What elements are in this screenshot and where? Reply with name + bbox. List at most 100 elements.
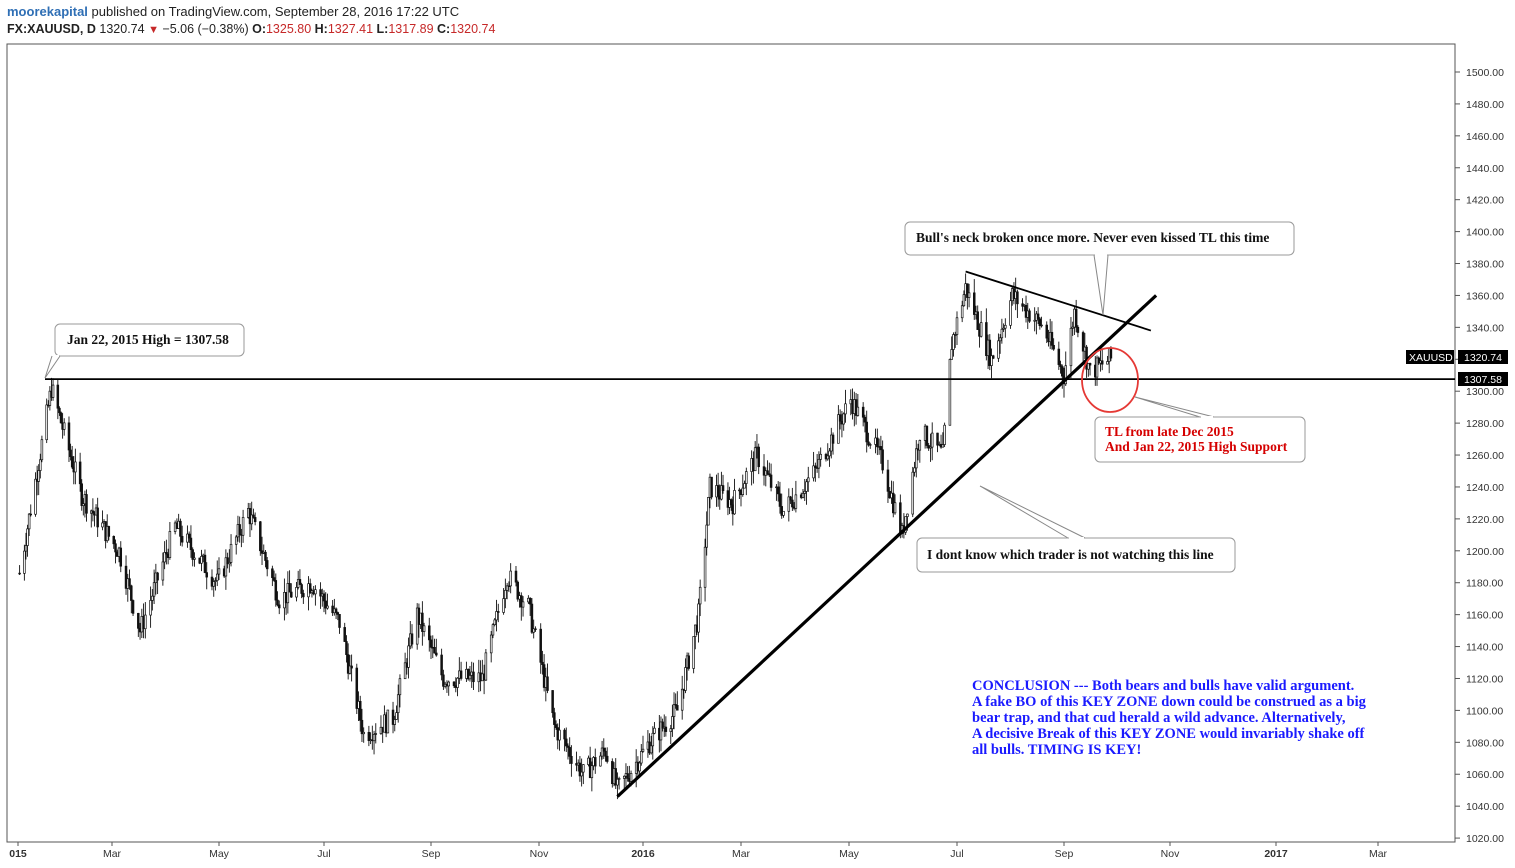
candle bbox=[224, 549, 228, 590]
candle bbox=[326, 593, 329, 610]
candle bbox=[343, 622, 346, 642]
callout-bulls-neck[interactable]: Bull's neck broken once more. Never even… bbox=[904, 221, 1295, 316]
candle bbox=[653, 722, 656, 735]
candle bbox=[34, 472, 37, 517]
price-axis[interactable]: 1020.00 1040.00 1060.00 1080.00 1100.00 1120.… bbox=[1455, 67, 1504, 845]
candle bbox=[997, 333, 1000, 363]
candle bbox=[374, 723, 378, 744]
candle bbox=[720, 471, 723, 501]
candle bbox=[805, 478, 808, 505]
candle bbox=[314, 585, 317, 606]
candle bbox=[67, 416, 71, 463]
candle bbox=[757, 443, 760, 475]
candle bbox=[234, 535, 238, 555]
callout-tl-support[interactable]: TL from late Dec 2015 And Jan 22, 2015 H… bbox=[1094, 396, 1306, 463]
candle bbox=[396, 684, 400, 723]
candle bbox=[40, 435, 44, 463]
candle bbox=[308, 578, 312, 594]
symbol-tag-text: XAUUSD bbox=[1409, 352, 1453, 364]
candle bbox=[710, 476, 713, 500]
jan-high-text: Jan 22, 2015 High = 1307.58 bbox=[67, 332, 229, 347]
candle bbox=[967, 283, 971, 308]
candle bbox=[393, 715, 397, 732]
candle bbox=[1050, 321, 1054, 350]
candle bbox=[680, 675, 684, 720]
conclusion-line-4: A decisive Break of this KEY ZONE would … bbox=[972, 726, 1365, 742]
candle bbox=[826, 443, 830, 461]
candle bbox=[514, 566, 518, 587]
candle bbox=[252, 508, 255, 519]
candle bbox=[929, 433, 932, 462]
candle bbox=[930, 422, 934, 461]
candle bbox=[617, 776, 621, 790]
candle bbox=[1100, 349, 1104, 371]
candle bbox=[600, 740, 604, 760]
price-tick-label: 1260.00 bbox=[1466, 450, 1504, 462]
time-axis[interactable]: 015 Mar May Jul Sep Nov 2016 Mar May Jul Sep Nov 201… bbox=[9, 842, 1388, 860]
candle bbox=[161, 552, 165, 586]
candle bbox=[355, 663, 359, 715]
candle bbox=[528, 597, 532, 616]
candle bbox=[812, 451, 815, 482]
candle bbox=[334, 607, 338, 620]
candle bbox=[803, 479, 806, 502]
candle bbox=[807, 466, 810, 492]
candle bbox=[226, 552, 229, 569]
downtrend-line[interactable] bbox=[965, 270, 1152, 332]
publish-header: moorekapital published on TradingView.co… bbox=[7, 3, 459, 20]
candle bbox=[345, 635, 348, 663]
candle bbox=[692, 636, 695, 674]
time-tick-label: Nov bbox=[1161, 848, 1180, 860]
candle bbox=[27, 512, 31, 537]
callout-trader-watch[interactable]: I dont know which trader is not watching… bbox=[916, 485, 1236, 573]
candle bbox=[698, 579, 702, 617]
candle bbox=[163, 541, 166, 570]
candle bbox=[979, 310, 983, 338]
candle bbox=[703, 538, 707, 602]
candle bbox=[433, 638, 436, 654]
candle bbox=[302, 589, 305, 604]
candle bbox=[580, 758, 583, 787]
candle bbox=[554, 720, 558, 730]
candle bbox=[778, 481, 782, 514]
candle bbox=[217, 557, 221, 580]
candle bbox=[602, 738, 606, 759]
uptrend-line[interactable] bbox=[616, 294, 1158, 798]
last-price: 1320.74 bbox=[99, 22, 145, 36]
candle bbox=[904, 516, 907, 535]
candle bbox=[566, 743, 570, 760]
price-tick-label: 1300.00 bbox=[1466, 386, 1504, 398]
candle bbox=[707, 496, 710, 526]
candle bbox=[1076, 325, 1080, 338]
candle bbox=[395, 705, 398, 720]
candle bbox=[45, 398, 48, 444]
candle bbox=[837, 405, 840, 444]
candle bbox=[259, 520, 262, 556]
price-tick-label: 1340.00 bbox=[1466, 322, 1504, 334]
time-tick-label: Sep bbox=[1055, 848, 1074, 860]
candle bbox=[415, 603, 419, 650]
candle bbox=[925, 425, 929, 449]
candle bbox=[684, 658, 687, 694]
candle bbox=[814, 462, 817, 482]
publisher-link[interactable]: moorekapital bbox=[7, 4, 88, 19]
candle bbox=[844, 389, 847, 423]
candle bbox=[915, 440, 918, 478]
candle bbox=[428, 617, 431, 652]
price-tick-label: 1480.00 bbox=[1466, 99, 1504, 111]
callout-jan-high[interactable]: Jan 22, 2015 High = 1307.58 bbox=[44, 323, 245, 379]
candle bbox=[950, 336, 953, 360]
time-tick-label: 2016 bbox=[631, 848, 655, 860]
candle bbox=[1004, 318, 1007, 338]
candle bbox=[459, 661, 463, 681]
candle bbox=[1000, 318, 1004, 344]
time-tick-label: May bbox=[209, 848, 230, 860]
candle bbox=[250, 501, 253, 531]
candle bbox=[96, 497, 99, 537]
candle bbox=[26, 524, 29, 557]
candle bbox=[953, 331, 957, 348]
candle bbox=[442, 669, 445, 690]
candle bbox=[101, 510, 104, 531]
candle bbox=[641, 735, 645, 753]
